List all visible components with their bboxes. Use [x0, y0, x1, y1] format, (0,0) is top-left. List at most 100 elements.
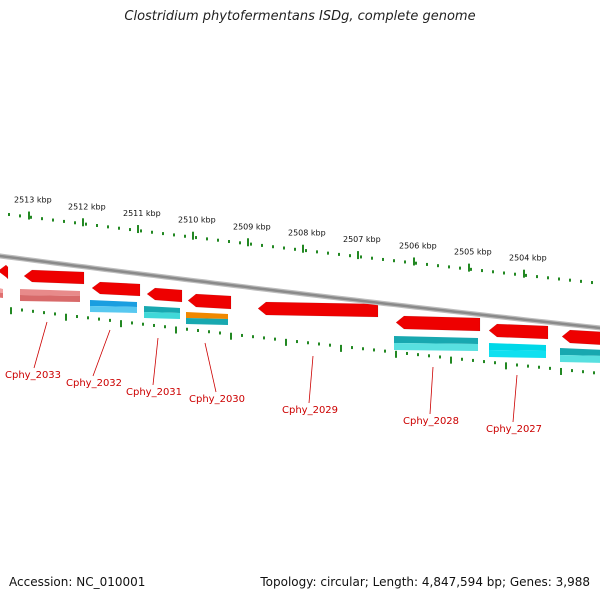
inner-tick-minor [439, 355, 441, 359]
inner-tick-minor [164, 325, 166, 329]
backbone-line [0, 254, 600, 330]
scale-tick-minor [547, 276, 549, 280]
inner-tick-minor [142, 322, 144, 326]
inner-tick-minor [351, 346, 353, 350]
gene-rev-edge-right [560, 348, 600, 356]
scale-tick-minor [503, 271, 505, 275]
gene-label: Cphy_2027 [486, 424, 542, 435]
gene-cphy-2031-shade [144, 312, 180, 319]
inner-tick-minor [98, 317, 100, 321]
scale-tick-label: 2505 kbp [454, 248, 492, 257]
scale-tick-major [28, 211, 30, 220]
scale-tick-minor [294, 247, 296, 251]
scale-tick-minor [338, 252, 340, 256]
gene-rev-edge-left-shade [0, 292, 3, 298]
scale-tick-minor [250, 242, 252, 246]
scale-tick-minor [415, 261, 417, 265]
gene-cphy-2032 [90, 300, 137, 307]
scale-tick-minor [536, 275, 538, 279]
scale-tick-minor [569, 278, 571, 282]
scale-tick-minor [426, 262, 428, 266]
scale-tick-label: 2508 kbp [288, 229, 326, 238]
inner-tick-major [505, 362, 507, 370]
scale-tick-minor [140, 229, 142, 233]
inner-tick-minor [318, 342, 320, 346]
scale-tick-minor [371, 256, 373, 260]
scale-tick-minor [96, 224, 98, 228]
scale-tick-minor [525, 273, 527, 277]
scale-tick-major [247, 238, 249, 247]
scale-tick-minor [19, 214, 21, 218]
gene-cphy-2027 [489, 343, 546, 351]
inner-tick-minor [329, 343, 331, 347]
gene-label: Cphy_2033 [5, 370, 61, 381]
inner-tick-minor [362, 347, 364, 351]
scale-tick-label: 2506 kbp [399, 241, 437, 250]
inner-tick-minor [32, 309, 34, 313]
scale-tick-minor [74, 221, 76, 225]
scale-tick-minor [195, 236, 197, 240]
scale-tick-minor [184, 234, 186, 238]
gene-track [0, 264, 600, 363]
gene-cphy-2030-shade [186, 318, 228, 325]
inner-tick-major [175, 326, 177, 334]
scale-tick-minor [8, 213, 10, 217]
gene-label-leader [512, 374, 518, 423]
scale-tick-minor [85, 222, 87, 226]
inner-tick-minor [241, 333, 243, 337]
inner-tick-minor [43, 311, 45, 315]
scale-tick-minor [459, 266, 461, 270]
inner-tick-minor [252, 335, 254, 339]
gene-label-leader [429, 366, 434, 415]
gene-fwd-edge-right [561, 329, 600, 345]
scale-tick-minor [448, 265, 450, 269]
gene-fwd-7 [488, 323, 549, 340]
inner-tick-major [450, 356, 452, 364]
scale-tick-minor [470, 267, 472, 271]
scale-tick-minor [261, 243, 263, 247]
inner-tick-minor [406, 351, 408, 355]
inner-tick-minor [582, 370, 584, 374]
scale-tick-major [82, 218, 84, 227]
scale-tick-minor [162, 232, 164, 236]
inner-tick-minor [549, 366, 551, 370]
scale-tick-minor [206, 237, 208, 241]
gene-cphy-2033-shade [20, 295, 80, 302]
gene-cphy-2028 [394, 336, 478, 344]
scale-tick-major [302, 244, 304, 253]
scale-tick-minor [129, 228, 131, 232]
scale-tick-minor [360, 255, 362, 259]
scale-tick-minor [52, 218, 54, 222]
scale-tick-minor [63, 219, 65, 223]
inner-tick-major [560, 367, 562, 375]
scale-tick-major [468, 263, 470, 272]
scale-tick-minor [272, 245, 274, 249]
scale-tick-label: 2507 kbp [343, 235, 381, 244]
gene-label-leader [204, 342, 217, 393]
scale-tick-minor [580, 279, 582, 283]
gene-cphy-2027-shade [489, 350, 546, 358]
genome-summary-text: Topology: circular; Length: 4,847,594 bp… [260, 575, 590, 589]
inner-tick-minor [527, 364, 529, 368]
scale-tick-minor [481, 269, 483, 273]
gene-fwd-edge-left [0, 264, 9, 280]
scale-tick-minor [349, 254, 351, 258]
gene-cphy-2029 [257, 301, 379, 318]
inner-tick-minor [472, 358, 474, 362]
scale-tick-minor [239, 241, 241, 245]
gene-label-leader [308, 355, 314, 404]
scale-tick-label: 2513 kbp [14, 196, 52, 205]
inner-tick-minor [593, 371, 595, 375]
inner-tick-major [230, 332, 232, 340]
inner-tick-minor [197, 328, 199, 332]
inner-tick-major [285, 338, 287, 346]
inner-tick-major [395, 350, 397, 358]
gene-label: Cphy_2031 [126, 387, 182, 398]
gene-labels: Cphy_2033 Cphy_2032 Cphy_2031 Cphy_2030 Cphy… [5, 321, 542, 435]
inner-tick-minor [87, 316, 89, 320]
inner-tick-minor [483, 360, 485, 364]
gene-fwd-1 [23, 269, 85, 285]
scale-tick-minor [173, 233, 175, 237]
inner-tick-minor [21, 308, 23, 312]
